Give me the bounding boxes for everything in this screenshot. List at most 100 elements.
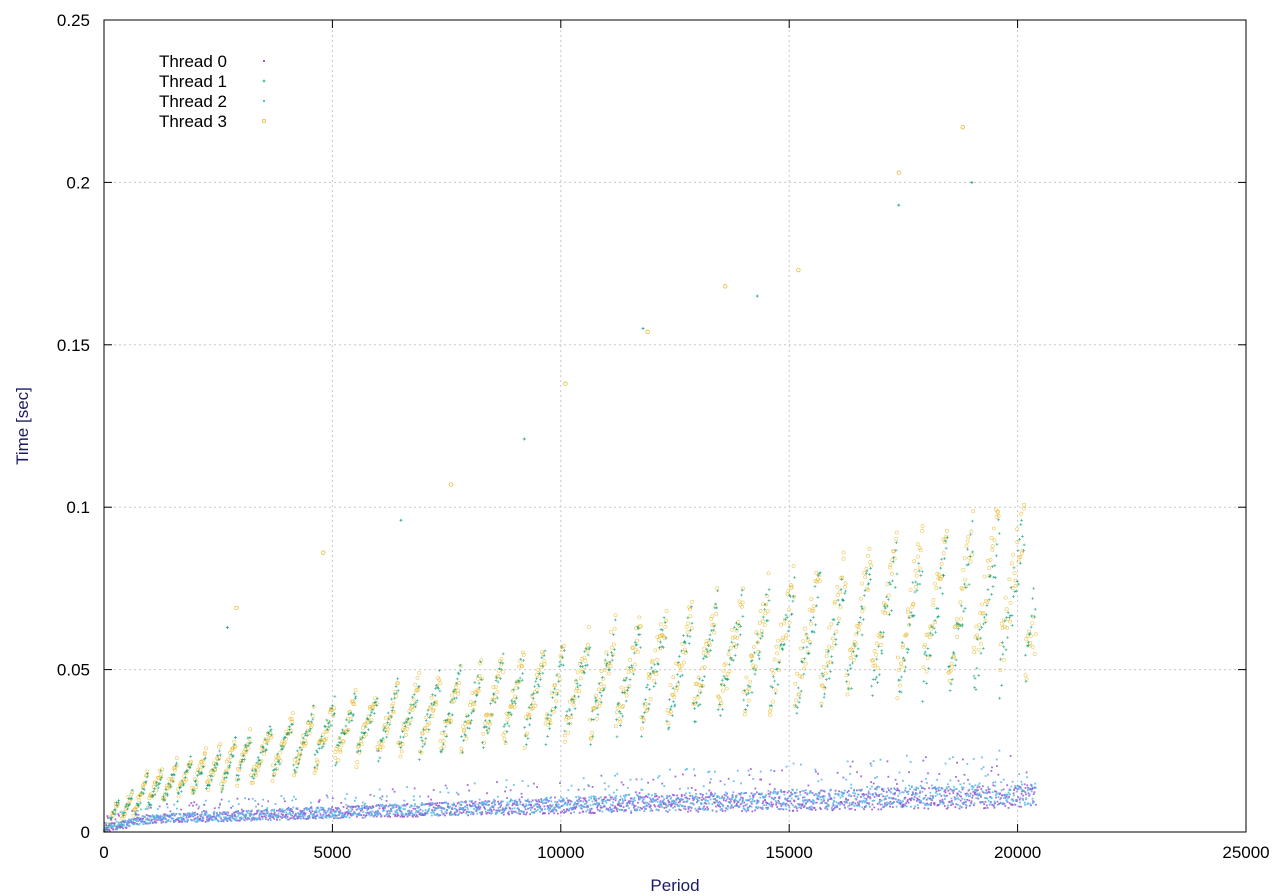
data-point	[633, 662, 637, 667]
data-point	[315, 809, 318, 812]
data-point	[775, 801, 778, 804]
data-point	[316, 815, 319, 817]
data-point	[533, 808, 536, 810]
data-point	[566, 730, 571, 735]
data-point	[166, 803, 168, 806]
data-point	[131, 810, 134, 812]
data-point	[715, 810, 718, 813]
data-point	[213, 807, 216, 810]
data-point	[410, 707, 415, 712]
data-point	[304, 814, 306, 817]
data-point	[261, 818, 264, 820]
data-point	[235, 810, 238, 813]
data-point	[603, 782, 606, 785]
data-point	[626, 804, 629, 807]
data-point	[774, 800, 777, 802]
data-point	[347, 812, 350, 815]
data-point	[252, 764, 257, 769]
data-point	[691, 802, 694, 805]
data-point	[224, 768, 229, 773]
data-point	[890, 787, 893, 790]
data-point	[774, 790, 776, 793]
data-point	[888, 562, 893, 567]
data-point	[601, 810, 604, 813]
data-point	[566, 803, 569, 805]
data-point	[447, 791, 450, 794]
data-point	[517, 812, 520, 815]
data-point	[834, 789, 837, 792]
data-point	[672, 694, 677, 699]
data-point	[665, 708, 670, 713]
data-point	[763, 611, 768, 616]
data-point	[665, 806, 668, 809]
data-point	[245, 815, 248, 817]
data-point	[448, 807, 451, 810]
data-point	[249, 815, 251, 817]
data-point	[291, 711, 295, 716]
data-point	[593, 802, 596, 805]
data-point	[929, 626, 933, 631]
data-point	[740, 792, 743, 794]
data-point	[507, 803, 510, 806]
data-point	[703, 802, 706, 805]
data-point	[158, 805, 161, 808]
data-point	[809, 597, 814, 602]
data-point	[770, 769, 772, 772]
data-point	[962, 758, 964, 761]
data-point	[1024, 791, 1027, 794]
data-point	[690, 802, 693, 805]
data-point	[232, 745, 237, 749]
data-point	[879, 634, 884, 639]
data-point	[727, 669, 732, 674]
data-point	[556, 801, 559, 803]
data-point	[521, 780, 524, 782]
data-point	[145, 822, 148, 824]
data-point	[648, 697, 653, 701]
data-point	[744, 675, 749, 680]
data-point	[915, 789, 917, 791]
data-point	[652, 778, 655, 781]
data-point	[525, 813, 527, 816]
data-point	[589, 804, 592, 807]
data-point	[972, 650, 977, 655]
data-point	[112, 828, 115, 831]
data-point	[565, 802, 567, 805]
data-point	[577, 795, 580, 798]
data-point	[170, 814, 173, 817]
data-point	[683, 800, 686, 803]
data-point	[615, 795, 618, 797]
data-point	[439, 806, 442, 808]
data-point	[971, 794, 974, 797]
data-point	[702, 807, 705, 809]
data-point	[822, 686, 827, 691]
data-point	[149, 821, 152, 824]
data-point	[595, 702, 600, 706]
data-point	[622, 800, 625, 803]
data-point	[668, 795, 671, 797]
data-point	[914, 573, 919, 578]
data-point	[373, 795, 376, 797]
data-point	[658, 796, 660, 799]
data-point	[395, 806, 398, 809]
data-point	[219, 816, 222, 819]
data-point	[636, 809, 638, 811]
data-point	[466, 784, 469, 786]
data-point	[869, 563, 874, 568]
data-point	[629, 778, 632, 781]
data-point	[335, 814, 338, 817]
data-point	[771, 805, 773, 808]
data-point	[874, 652, 879, 657]
data-point	[652, 678, 656, 683]
data-point	[412, 813, 415, 816]
data-point	[984, 800, 987, 803]
data-point	[234, 815, 236, 818]
data-point	[616, 772, 619, 775]
data-point	[759, 770, 762, 773]
data-point	[724, 686, 729, 691]
data-point	[467, 719, 472, 724]
data-point	[269, 735, 273, 740]
data-point	[527, 713, 532, 717]
data-point	[263, 813, 266, 816]
data-point	[697, 808, 700, 811]
data-point	[562, 808, 565, 811]
